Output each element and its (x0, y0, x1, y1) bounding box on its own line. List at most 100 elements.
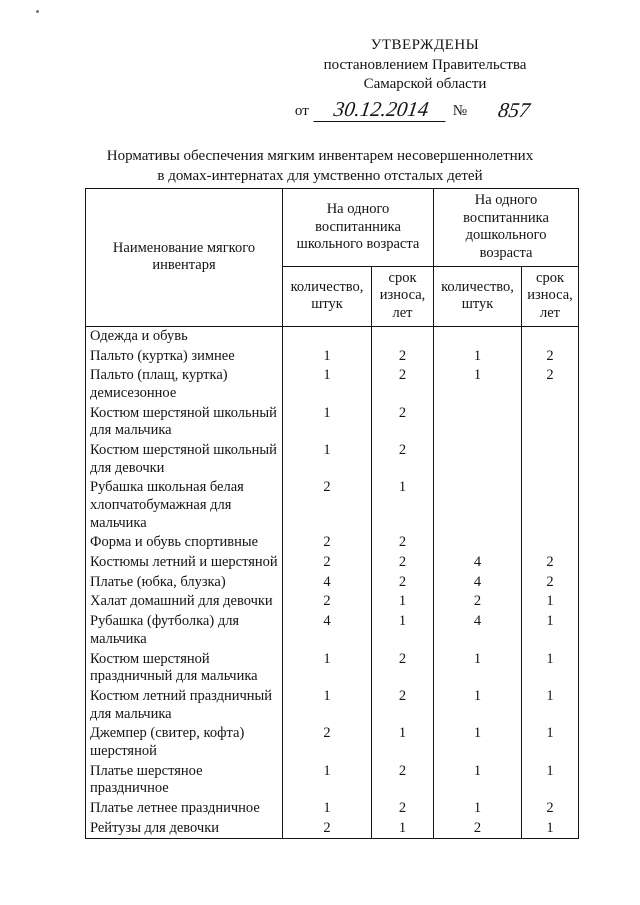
item-value: 1 (282, 366, 372, 404)
item-value: 2 (521, 346, 580, 367)
item-value: 1 (521, 724, 580, 762)
table-row: Джемпер (свитер, кофта) шерстяной 2 1 1 1 (85, 724, 580, 762)
table-row: Пальто (куртка) зимнее 1 2 1 2 (85, 346, 580, 367)
item-value: 1 (521, 649, 580, 687)
item-value: 1 (282, 761, 372, 799)
item-value: 1 (370, 478, 435, 534)
norms-table: Наименование мягкого инвентаря На одного… (85, 188, 580, 840)
item-value: 2 (370, 366, 435, 404)
item-value (521, 403, 580, 441)
from-label: от (294, 103, 309, 119)
table-row: Платье (юбка, блузка) 4 2 4 2 (85, 572, 580, 593)
approval-reference-line: от 30.12.2014 № 857 (260, 97, 590, 122)
item-value: 2 (282, 592, 372, 613)
header-item-name: Наименование мягкого инвентаря (85, 188, 283, 327)
handwritten-number: 857 (496, 97, 532, 122)
item-value: 2 (370, 553, 435, 573)
approval-line2: постановлением Правительства (323, 56, 527, 73)
item-value: 4 (282, 612, 372, 650)
item-value: 1 (282, 649, 372, 687)
item-value: 1 (370, 818, 435, 839)
item-value: 2 (370, 761, 435, 799)
item-value: 1 (521, 612, 580, 650)
item-value: 1 (370, 612, 435, 650)
item-value: 1 (433, 686, 523, 725)
item-value: 2 (370, 799, 435, 819)
number-label: № (452, 103, 468, 119)
item-value: 1 (521, 818, 580, 839)
item-value: 2 (433, 818, 523, 839)
item-value: 1 (433, 799, 523, 819)
table-row: Рубашка школьная белая хлопчатобумажная … (85, 478, 580, 534)
document-title: Нормативы обеспечения мягким инвентарем … (0, 146, 640, 187)
header-qty-preschool: количество, штук (433, 265, 523, 327)
item-value: 1 (370, 592, 435, 613)
item-value: 2 (370, 346, 435, 367)
item-value: 2 (370, 686, 435, 725)
table-row: Костюм шерстяной школьный для девочки 1 2 (85, 440, 580, 479)
title-line-1: Нормативы обеспечения мягким инвентарем … (106, 148, 534, 164)
item-value (433, 403, 523, 441)
table-body: Одежда и обувь Пальто (куртка) зимнее 1 2 1 2… (85, 326, 580, 839)
table-row: Пальто (плащ, куртка) демисезонное 1 2 1 2 (85, 366, 580, 404)
table-row: Костюм шерстяной праздничный для мальчик… (85, 649, 580, 687)
item-name: Рейтузы для девочки (85, 818, 283, 839)
item-value: 1 (370, 724, 435, 762)
item-value (521, 533, 580, 554)
item-value: 2 (433, 592, 523, 613)
item-value (521, 478, 580, 534)
item-value: 4 (433, 553, 523, 573)
item-name: Костюм летний праздничный для мальчика (85, 686, 283, 725)
item-name: Костюмы летний и шерстяной (85, 553, 283, 573)
table-row: Костюмы летний и шерстяной 2 2 4 2 (85, 553, 580, 573)
item-value: 1 (521, 761, 580, 799)
table-row: Форма и обувь спортивные 2 2 (85, 533, 580, 554)
item-value: 1 (433, 649, 523, 687)
item-name: Платье летнее праздничное (85, 799, 283, 819)
item-value: 2 (521, 799, 580, 819)
table-row: Платье летнее праздничное 1 2 1 2 (85, 799, 580, 819)
approval-word: УТВЕРЖДЕНЫ (370, 37, 480, 53)
approval-line3: Самарской области (363, 76, 487, 92)
item-value: 2 (282, 818, 372, 839)
item-value: 1 (433, 724, 523, 762)
item-name: Костюм шерстяной школьный для мальчика (85, 403, 283, 441)
table-row: Халат домашний для девочки 2 1 2 1 (85, 592, 580, 613)
item-value: 4 (433, 572, 523, 593)
item-value: 4 (433, 612, 523, 650)
item-value: 2 (370, 403, 435, 441)
item-value: 2 (370, 572, 435, 593)
item-value: 1 (282, 403, 372, 441)
item-value: 1 (433, 366, 523, 404)
table-row: Рейтузы для девочки 2 1 2 1 (85, 818, 580, 839)
item-value: 2 (282, 553, 372, 573)
item-value: 1 (282, 686, 372, 725)
item-name: Платье шерстяное праздничное (85, 761, 283, 799)
item-value: 1 (282, 440, 372, 479)
item-value: 1 (521, 592, 580, 613)
handwritten-date: 30.12.2014 (313, 97, 449, 122)
item-value: 1 (433, 761, 523, 799)
item-name: Пальто (плащ, куртка) демисезонное (85, 366, 283, 404)
item-value: 1 (433, 346, 523, 367)
table-row: Одежда и обувь (85, 326, 580, 347)
item-name: Пальто (куртка) зимнее (85, 346, 283, 367)
item-value: 2 (282, 724, 372, 762)
item-value (521, 440, 580, 479)
item-value (282, 326, 372, 347)
item-name: Форма и обувь спортивные (85, 533, 283, 554)
item-value: 4 (282, 572, 372, 593)
item-name: Халат домашний для девочки (85, 592, 283, 613)
item-value: 2 (521, 572, 580, 593)
item-value: 2 (282, 478, 372, 534)
item-value (433, 478, 523, 534)
item-name: Одежда и обувь (85, 326, 283, 347)
table-row: Костюм шерстяной школьный для мальчика 1 2 (85, 403, 580, 441)
header-wear-school: срок износа, лет (370, 265, 435, 327)
item-value: 2 (521, 366, 580, 404)
item-value: 2 (370, 649, 435, 687)
item-name: Костюм шерстяной школьный для девочки (85, 440, 283, 479)
table-header: Наименование мягкого инвентаря На одного… (85, 188, 580, 327)
item-name: Рубашка (футболка) для мальчика (85, 612, 283, 650)
